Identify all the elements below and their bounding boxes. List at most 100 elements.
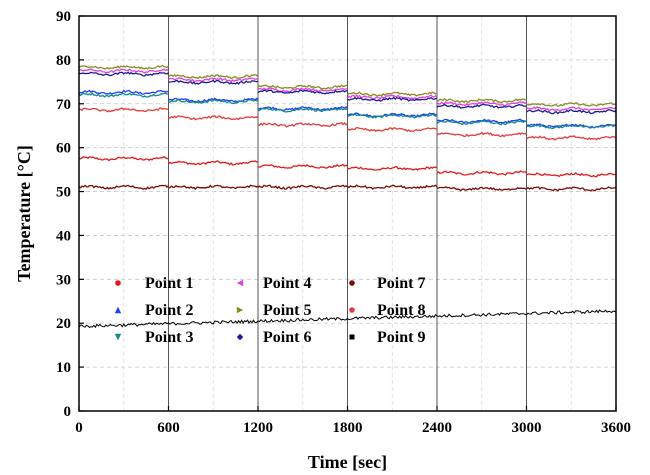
legend-marker-icon	[236, 279, 244, 287]
legend-label: Point 4	[263, 275, 311, 292]
series-segment	[78, 89, 169, 95]
series-point-6	[78, 71, 617, 115]
series-segment	[78, 155, 169, 162]
series-segment	[78, 92, 169, 98]
series-segment	[436, 186, 527, 192]
x-axis-title: Time [sec]	[308, 452, 387, 472]
series-segment	[347, 91, 438, 97]
legend-item: Point 2	[114, 302, 193, 319]
axis-ticks: 0 600 1200 1800 2400 3000 3600 0 10 20 30 40 50 60 70 8…	[56, 9, 631, 436]
series-point-8	[78, 107, 617, 141]
legend-marker-icon	[114, 333, 122, 341]
series-segment	[526, 106, 617, 112]
y-tick-label: 30	[56, 272, 71, 288]
series-point-4	[78, 68, 617, 112]
series-point-1	[78, 155, 617, 178]
series-segment	[168, 79, 259, 85]
series-segment	[257, 89, 348, 95]
series-lines	[78, 64, 617, 329]
series-point-5	[78, 64, 617, 107]
series-point-7	[78, 184, 617, 192]
legend-marker-icon	[115, 280, 121, 286]
x-tick-label: 1800	[333, 420, 363, 436]
series-segment	[78, 107, 169, 113]
series-segment	[347, 113, 438, 119]
legend-marker-icon	[349, 307, 355, 313]
series-point-3	[78, 92, 617, 130]
series-segment	[526, 171, 617, 178]
legend-item: Point 6	[236, 329, 311, 346]
legend-label: Point 1	[145, 275, 193, 292]
y-axis-title: Temperature [°C]	[14, 145, 34, 282]
series-segment	[347, 126, 438, 133]
legend: Point 1 Point 2 Point 3 Point 4 Point 5 Point…	[114, 275, 425, 346]
x-tick-label: 0	[75, 420, 83, 436]
series-segment	[168, 74, 259, 80]
y-tick-label: 80	[56, 53, 71, 69]
y-tick-label: 50	[56, 185, 71, 201]
y-tick-label: 70	[56, 97, 71, 113]
series-segment	[168, 184, 259, 190]
series-segment	[526, 135, 617, 141]
series-segment	[436, 97, 527, 104]
y-tick-label: 20	[56, 316, 71, 332]
legend-marker-icon	[236, 333, 244, 341]
x-tick-label: 3000	[512, 420, 542, 436]
series-point-9	[78, 309, 617, 329]
series-line	[78, 309, 617, 329]
series-segment	[168, 115, 259, 121]
series-segment	[347, 96, 438, 102]
legend-label: Point 2	[145, 302, 193, 319]
legend-label: Point 9	[377, 329, 425, 346]
series-segment	[257, 184, 348, 190]
series-segment	[257, 163, 348, 169]
series-segment	[347, 166, 438, 171]
x-tick-label: 3600	[601, 420, 631, 436]
legend-marker-icon	[236, 306, 244, 314]
series-segment	[347, 94, 438, 100]
series-segment	[257, 107, 348, 113]
legend-marker-icon	[349, 334, 355, 340]
series-segment	[436, 170, 527, 176]
legend-label: Point 5	[263, 302, 311, 319]
series-segment	[168, 98, 259, 105]
series-segment	[436, 100, 527, 107]
legend-item: Point 8	[349, 302, 425, 319]
y-tick-label: 90	[56, 9, 71, 25]
series-segment	[347, 184, 438, 190]
x-tick-label: 2400	[422, 420, 452, 436]
legend-marker-icon	[114, 306, 122, 314]
legend-item: Point 3	[114, 329, 193, 346]
legend-item: Point 1	[115, 275, 193, 292]
series-segment	[526, 123, 617, 130]
x-tick-label: 1200	[243, 420, 273, 436]
y-tick-label: 0	[64, 404, 72, 420]
y-tick-label: 40	[56, 228, 71, 244]
series-segment	[526, 102, 617, 107]
legend-label: Point 7	[377, 275, 425, 292]
legend-item: Point 7	[349, 275, 425, 292]
series-segment	[436, 131, 527, 138]
legend-label: Point 8	[377, 302, 425, 319]
series-segment	[526, 186, 617, 192]
series-segment	[168, 76, 259, 83]
legend-item: Point 5	[236, 302, 311, 319]
legend-item: Point 9	[349, 329, 425, 346]
series-segment	[78, 64, 169, 70]
series-segment	[257, 84, 348, 90]
x-tick-label: 600	[157, 420, 180, 436]
series-segment	[168, 160, 259, 166]
series-segment	[257, 121, 348, 128]
series-segment	[78, 184, 169, 190]
series-segment	[257, 87, 348, 93]
legend-label: Point 3	[145, 329, 193, 346]
legend-marker-icon	[349, 280, 355, 286]
series-segment	[436, 103, 527, 109]
legend-item: Point 4	[236, 275, 311, 292]
y-tick-label: 60	[56, 141, 71, 157]
y-tick-label: 10	[56, 360, 71, 376]
series-segment	[436, 120, 527, 126]
series-segment	[78, 68, 169, 74]
series-segment	[78, 71, 169, 77]
